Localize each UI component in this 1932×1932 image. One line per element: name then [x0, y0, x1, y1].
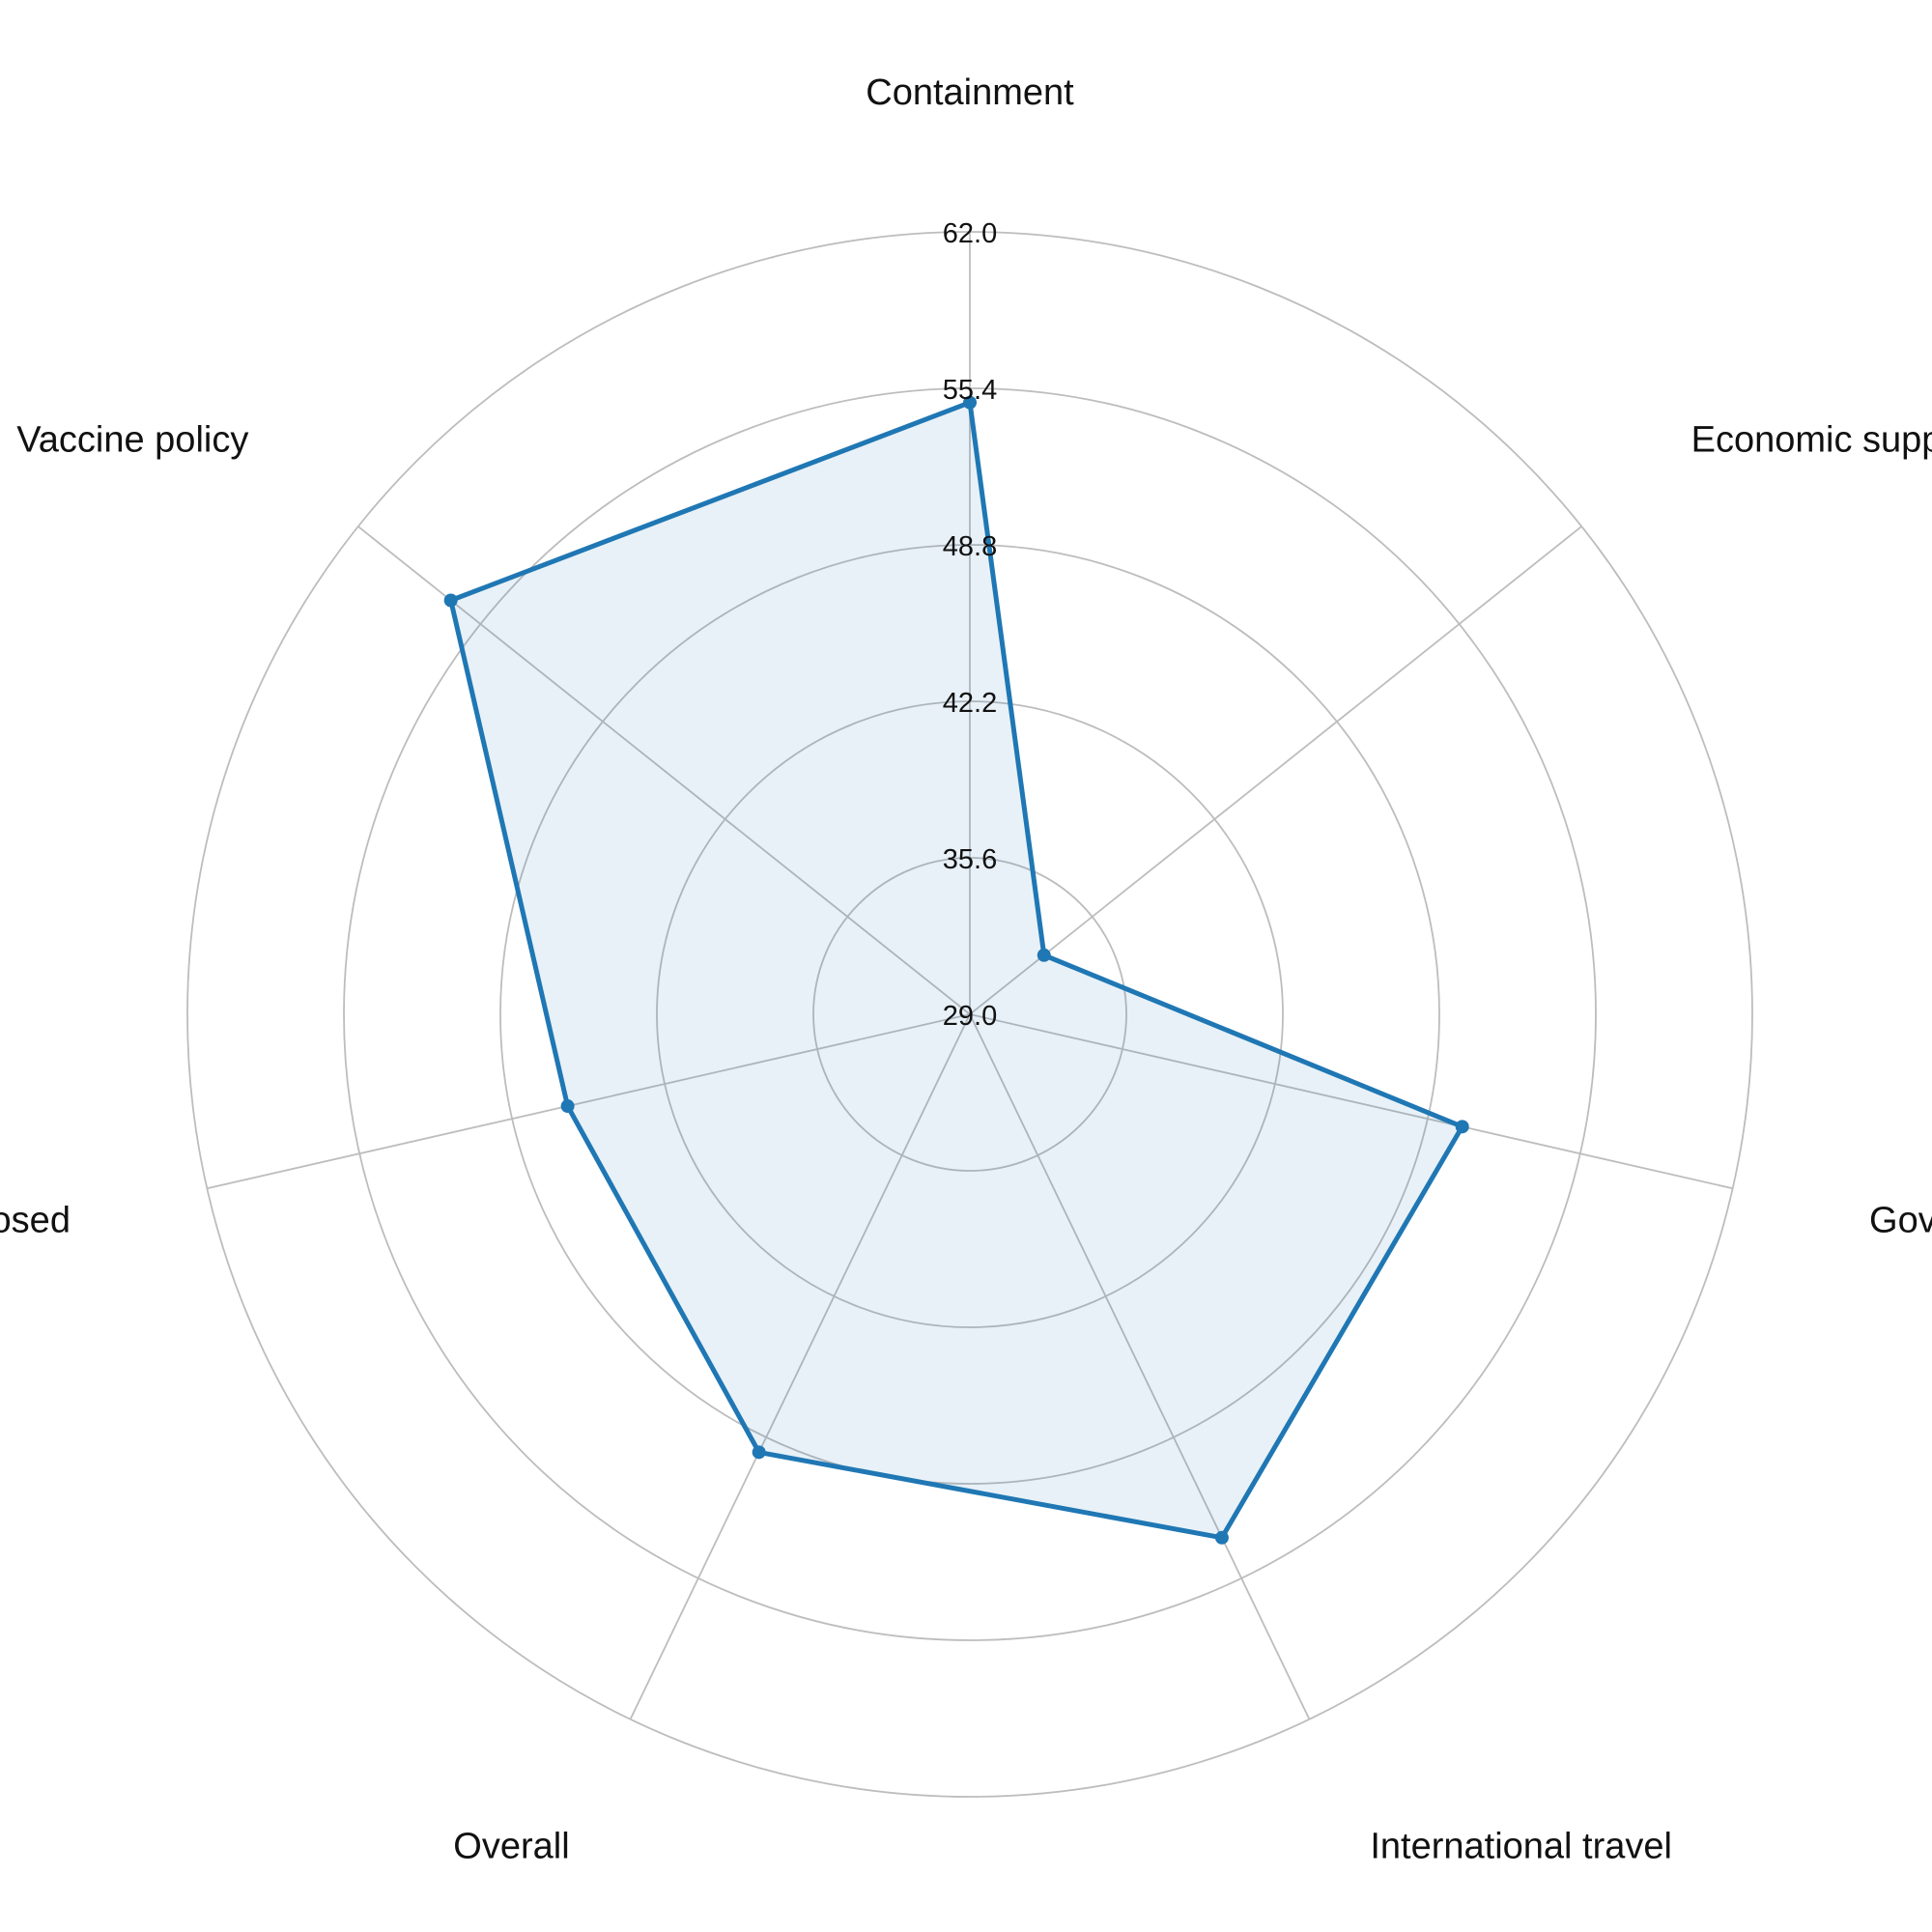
series-area [450, 402, 1463, 1538]
axis-labels: Containment Economic support Govt. support… [0, 72, 1932, 1866]
spoke-line [969, 1013, 1311, 1720]
data-point [560, 1099, 575, 1114]
radial-tick-label: 35.6 [943, 844, 997, 875]
radar-series [443, 395, 1469, 1545]
spoke-line [969, 526, 1582, 1015]
series-line [448, 400, 1465, 1541]
radial-tick-label: 42.2 [943, 688, 997, 719]
radial-tick-label: 55.4 [943, 375, 997, 406]
data-point [752, 1445, 766, 1460]
radar-grid [186, 231, 1753, 1798]
radial-tick-labels: 29.0 35.6 42.2 48.8 55.4 62.0 [943, 218, 997, 1032]
data-point [1455, 1120, 1469, 1134]
data-point [1037, 948, 1051, 962]
axis-label: Overall [453, 1826, 569, 1866]
axis-label: Vaccine policy [16, 420, 248, 461]
radial-tick-label: 62.0 [943, 218, 997, 249]
spoke-line [207, 1013, 971, 1190]
axis-label: Economic support [1691, 420, 1932, 461]
spoke-line [969, 1013, 1733, 1190]
axis-label: Govt. support [1869, 1201, 1932, 1241]
radial-tick-label: 48.8 [943, 531, 997, 562]
radial-tick-label: 29.0 [943, 1001, 997, 1032]
spoke-line [357, 526, 971, 1015]
axis-label: Containment [866, 72, 1074, 113]
data-point [963, 395, 977, 410]
axis-label: Schools closed [0, 1201, 71, 1241]
data-point [1214, 1530, 1229, 1545]
data-point [443, 593, 458, 608]
axis-label: International travel [1370, 1826, 1672, 1866]
spoke-line [629, 1013, 971, 1720]
